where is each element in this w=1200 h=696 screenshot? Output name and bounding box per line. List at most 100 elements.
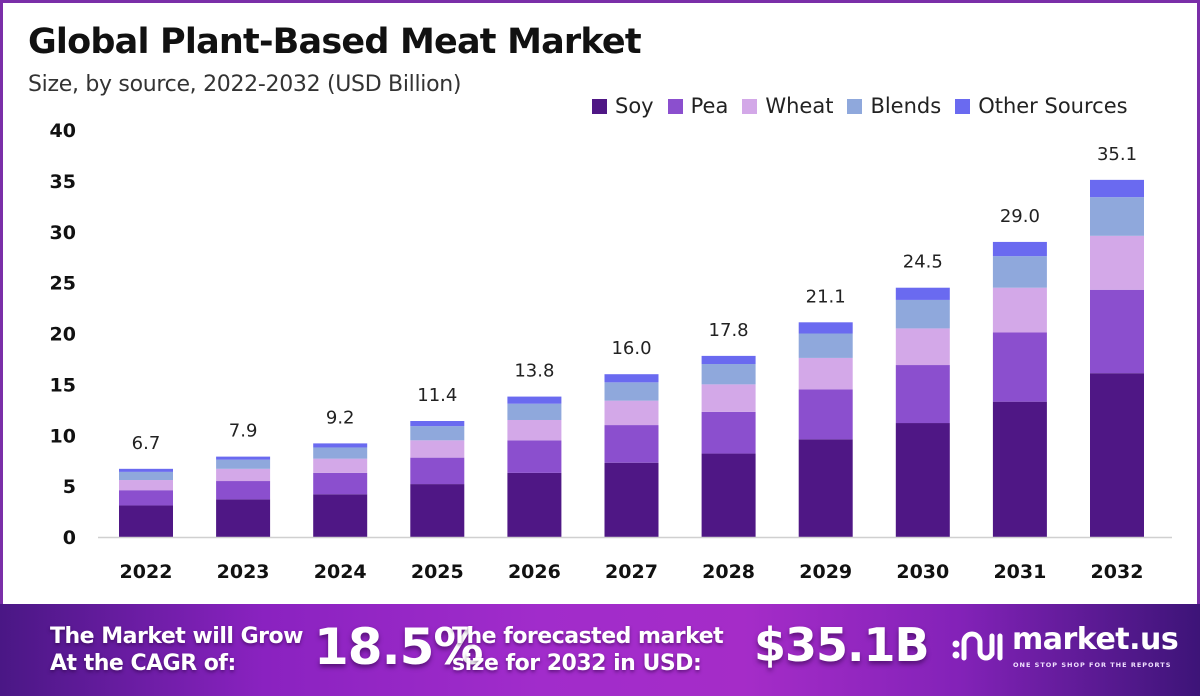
- bar-segment-blends: [895, 299, 950, 329]
- x-tick-label: 2022: [120, 561, 173, 583]
- bar-segment-pea: [604, 425, 659, 463]
- chart-subtitle: Size, by source, 2022-2032 (USD Billion): [28, 72, 462, 97]
- bars: [119, 179, 1144, 537]
- x-tick-label: 2029: [799, 561, 852, 583]
- bar-segment-wheat: [507, 419, 562, 441]
- bar-segment-wheat: [895, 328, 950, 366]
- chart-title: Global Plant-Based Meat Market: [28, 22, 642, 62]
- bar-segment-blends: [604, 382, 659, 401]
- total-data-label: 35.1: [1097, 144, 1137, 165]
- legend-item-blends: Blends: [847, 94, 941, 118]
- bar-segment-soy: [507, 472, 562, 537]
- bar-segment-soy: [701, 453, 756, 537]
- total-data-label: 21.1: [806, 286, 846, 307]
- bar-segment-pea: [507, 440, 562, 473]
- x-axis: 2022 2023 2024 2025 2026 2027 2028 2029 2030 2031…: [120, 561, 1144, 583]
- total-data-label: 17.8: [709, 320, 749, 341]
- bar-segment-other-sources: [410, 421, 465, 427]
- bar-segment-soy: [313, 494, 368, 537]
- bar-segment-soy: [992, 401, 1047, 537]
- bar-stack-2031: [992, 241, 1047, 537]
- bar-segment-blends: [216, 459, 271, 469]
- bar-segment-wheat: [216, 468, 271, 482]
- bar-segment-other-sources: [216, 456, 271, 460]
- y-tick-label: 25: [50, 273, 76, 295]
- bar-stack-2027: [604, 374, 659, 537]
- legend-label-other-sources: Other Sources: [978, 94, 1128, 118]
- x-tick-label: 2023: [217, 561, 270, 583]
- y-tick-label: 10: [50, 425, 76, 447]
- legend-label-blends: Blends: [870, 94, 942, 118]
- bar-stack-2026: [507, 396, 562, 537]
- bar-segment-wheat: [798, 357, 853, 390]
- legend-item-other-sources: Other Sources: [955, 94, 1128, 118]
- bar-stack-2024: [313, 443, 368, 537]
- bar-segment-pea: [798, 389, 853, 440]
- legend-label-pea: Pea: [690, 94, 729, 118]
- bar-stack-2022: [119, 468, 173, 537]
- x-tick-label: 2032: [1091, 561, 1144, 583]
- bar-segment-pea: [1090, 289, 1144, 374]
- total-labels: 6.7 7.9 9.2 11.4 13.8 16.0 17.8 21.1 24.5 29.0 35.…: [132, 144, 1137, 454]
- bar-segment-pea: [119, 490, 173, 506]
- total-data-label: 11.4: [417, 385, 457, 406]
- bar-segment-soy: [604, 462, 659, 537]
- forecast-label-line2: size for 2032 in USD:: [452, 651, 702, 676]
- bar-segment-pea: [216, 481, 271, 500]
- bar-segment-other-sources: [992, 241, 1047, 257]
- legend-swatch-soy: [592, 98, 607, 114]
- bar-segment-other-sources: [313, 443, 368, 448]
- bar-segment-blends: [119, 471, 173, 481]
- cagr-label: The Market will Grow At the CAGR of:: [50, 623, 303, 677]
- legend-swatch-other-sources: [955, 98, 971, 114]
- legend-item-pea: Pea: [667, 94, 729, 118]
- legend-swatch-wheat: [742, 98, 758, 114]
- bar-segment-pea: [410, 457, 465, 485]
- y-tick-label: 35: [50, 171, 76, 193]
- bar-segment-other-sources: [604, 374, 659, 383]
- bar-segment-soy: [119, 505, 173, 537]
- bar-segment-blends: [1090, 197, 1144, 236]
- x-tick-label: 2028: [702, 561, 755, 583]
- bar-segment-other-sources: [1090, 179, 1144, 198]
- legend-item-wheat: Wheat: [742, 94, 833, 118]
- bar-segment-pea: [895, 365, 950, 424]
- cagr-label-line1: The Market will Grow: [50, 624, 303, 649]
- y-tick-label: 15: [50, 374, 76, 396]
- x-tick-label: 2024: [314, 561, 367, 583]
- forecast-value: $35.1B: [754, 618, 930, 672]
- bar-stack-2028: [701, 355, 756, 537]
- bar-segment-blends: [507, 403, 562, 420]
- brand-name: market.us: [1012, 622, 1179, 657]
- y-tick-label: 5: [63, 476, 76, 498]
- legend-item-soy: Soy: [592, 94, 654, 118]
- bar-segment-other-sources: [798, 322, 853, 334]
- bar-segment-other-sources: [895, 287, 950, 300]
- cagr-value: 18.5%: [314, 618, 483, 676]
- bar-stack-2030: [895, 287, 950, 537]
- y-axis: 0 5 10 15 20 25 30 35 40: [50, 120, 76, 549]
- footer-banner: The Market will Grow At the CAGR of: 18.…: [0, 604, 1200, 696]
- x-tick-label: 2027: [605, 561, 658, 583]
- bar-segment-soy: [410, 484, 465, 537]
- total-data-label: 24.5: [903, 252, 943, 273]
- bar-segment-blends: [798, 333, 853, 358]
- y-tick-label: 20: [50, 324, 76, 346]
- x-tick-label: 2025: [411, 561, 464, 583]
- bar-segment-blends: [410, 426, 465, 441]
- bar-segment-blends: [992, 256, 1047, 288]
- bar-segment-other-sources: [507, 396, 562, 404]
- bar-segment-wheat: [313, 458, 368, 473]
- legend-swatch-pea: [667, 98, 683, 114]
- total-data-label: 7.9: [229, 421, 258, 442]
- bar-segment-wheat: [992, 287, 1047, 333]
- bar-segment-soy: [216, 499, 271, 537]
- legend-label-soy: Soy: [615, 94, 654, 118]
- bar-segment-pea: [701, 411, 756, 454]
- legend: Soy Pea Wheat Blends Other Sources: [592, 94, 1142, 118]
- x-tick-label: 2031: [993, 561, 1046, 583]
- x-tick-label: 2026: [508, 561, 561, 583]
- total-data-label: 13.8: [514, 361, 554, 382]
- total-data-label: 16.0: [611, 338, 651, 359]
